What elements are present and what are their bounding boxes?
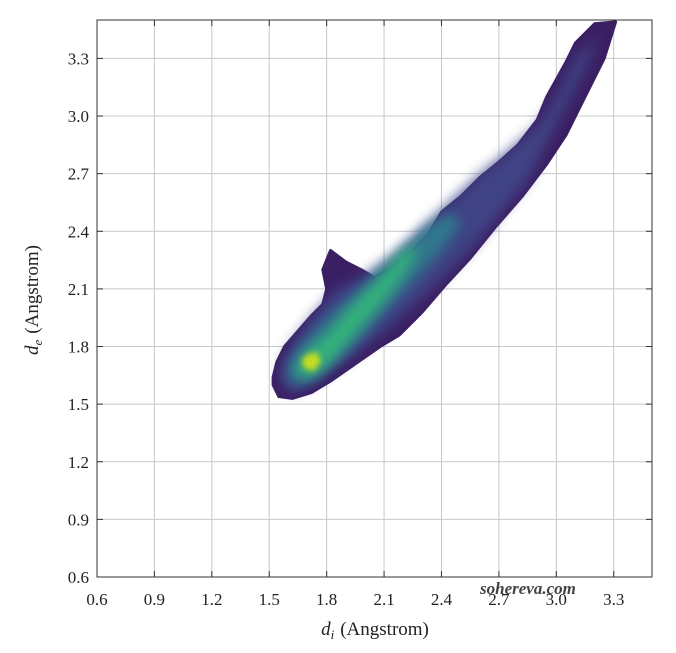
y-tick-label: 2.7: [68, 165, 90, 184]
x-tick-label: 0.9: [144, 590, 165, 609]
watermark: sohereva.com: [479, 579, 576, 598]
y-axis-label-symbol: d: [22, 345, 43, 355]
x-tick-label: 3.3: [603, 590, 624, 609]
x-tick-label: 1.2: [201, 590, 222, 609]
x-axis-ticks: 0.6 0.9 1.2 1.5 1.8 2.1 2.4 2.7 3.0 3.3: [86, 20, 624, 609]
x-tick-label: 0.6: [86, 590, 107, 609]
y-axis-label: de (Angstrom): [22, 245, 45, 355]
y-tick-label: 0.9: [68, 510, 89, 529]
density-band-mid-high: [296, 246, 419, 378]
y-tick-label: 1.8: [68, 338, 89, 357]
x-tick-label: 1.8: [316, 590, 337, 609]
y-tick-label: 1.2: [68, 453, 89, 472]
x-axis-label-subscript: i: [331, 627, 335, 642]
x-axis-label-symbol: d: [321, 619, 331, 640]
x-tick-label: 1.5: [259, 590, 280, 609]
x-axis-label: di (Angstrom): [321, 619, 429, 642]
y-axis-label-unit: (Angstrom): [22, 245, 43, 334]
x-tick-label: 2.7: [488, 590, 510, 609]
y-tick-label: 0.6: [68, 568, 89, 587]
density-band-high: [301, 352, 321, 372]
x-tick-label: 3.0: [546, 590, 567, 609]
x-tick-label: 2.4: [431, 590, 453, 609]
y-tick-label: 3.3: [68, 49, 89, 68]
y-axis-ticks: 0.6 0.9 1.2 1.5 1.8 2.1 2.4 2.7 3.0 3.3: [68, 49, 652, 587]
x-axis-label-unit: (Angstrom): [340, 619, 429, 640]
y-tick-label: 3.0: [68, 107, 89, 126]
y-tick-label: 2.1: [68, 280, 89, 299]
density-region: [271, 20, 618, 400]
plot-frame: [96, 19, 653, 578]
x-tick-label: 2.1: [373, 590, 394, 609]
y-axis-label-subscript: e: [30, 339, 45, 345]
y-tick-label: 2.4: [68, 222, 90, 241]
y-tick-label: 1.5: [68, 395, 89, 414]
